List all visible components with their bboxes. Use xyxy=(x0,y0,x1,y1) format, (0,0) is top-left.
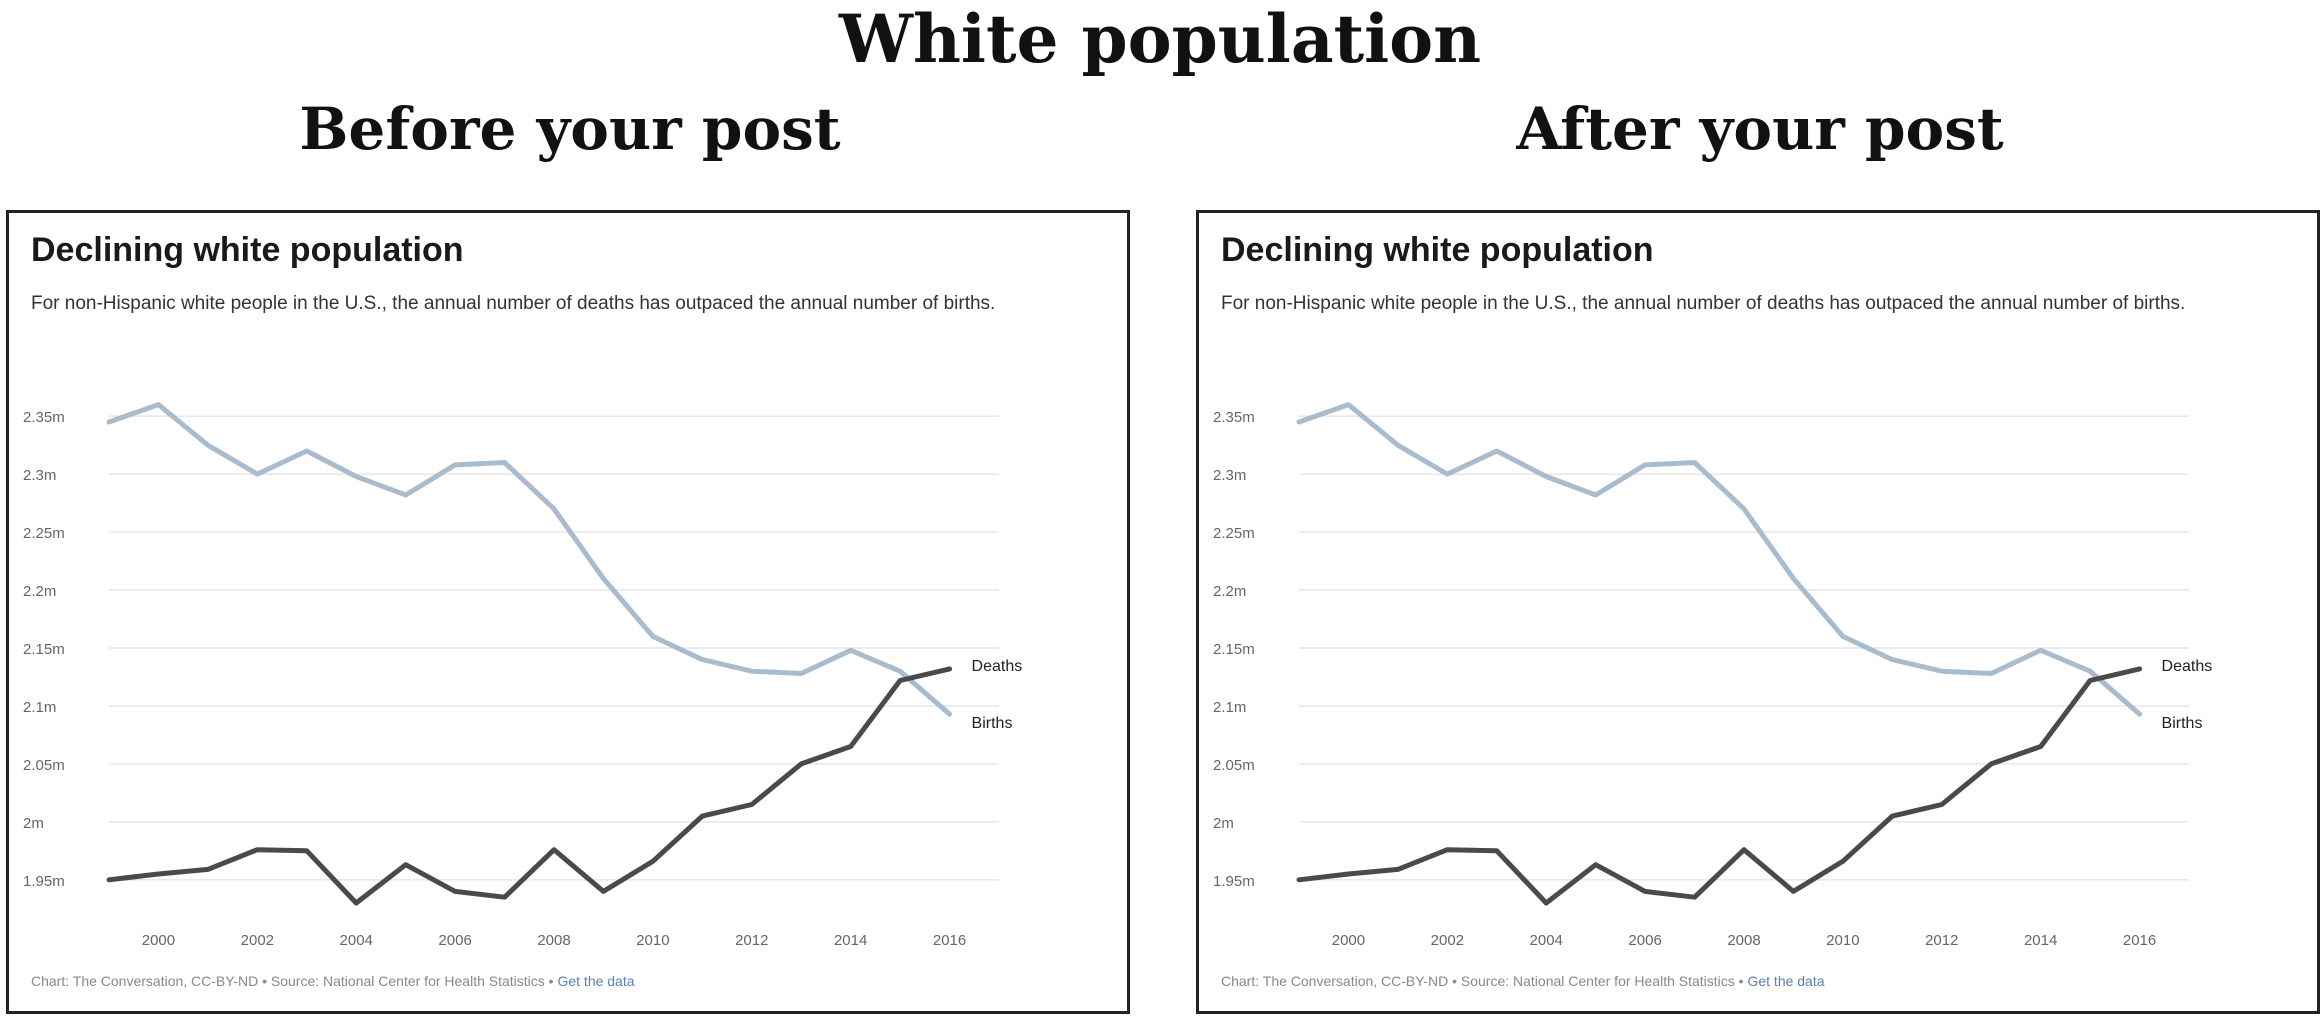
y-tick-label: 2.05m xyxy=(23,757,65,774)
x-tick-label: 2000 xyxy=(1332,932,1365,949)
x-tick-label: 2002 xyxy=(1431,932,1464,949)
y-tick-label: 2.25m xyxy=(1213,525,1255,542)
series-label-deaths: Deaths xyxy=(972,658,1023,675)
y-tick-label: 2.05m xyxy=(1213,757,1255,774)
chart-title: Declining white population xyxy=(1221,231,1654,269)
x-tick-label: 2014 xyxy=(834,932,867,949)
x-tick-label: 2010 xyxy=(1826,932,1859,949)
chart-source-text: Chart: The Conversation, CC-BY-ND • Sour… xyxy=(1221,973,1744,989)
x-tick-label: 2000 xyxy=(142,932,175,949)
x-tick-label: 2006 xyxy=(438,932,471,949)
x-tick-label: 2006 xyxy=(1628,932,1661,949)
x-tick-label: 2004 xyxy=(340,932,373,949)
y-tick-label: 2.3m xyxy=(1213,467,1246,484)
series-line-births xyxy=(106,402,953,717)
y-tick-label: 2.2m xyxy=(1213,583,1246,600)
y-tick-label: 1.95m xyxy=(23,873,65,890)
x-tick-label: 2012 xyxy=(1925,932,1958,949)
line-chart: 1.95m 2m 2.05m 2.1m 2.15m 2.2m 2.25m 2.3m 2.35m 2… xyxy=(23,402,1023,949)
chart-title: Declining white population xyxy=(31,231,464,269)
x-tick-label: 2008 xyxy=(537,932,570,949)
y-tick-label: 2.1m xyxy=(23,699,56,716)
chart-subtitle: For non-Hispanic white people in the U.S… xyxy=(1221,293,2186,314)
y-tick-label: 2.25m xyxy=(23,525,65,542)
series-label-births: Births xyxy=(972,715,1013,732)
y-tick-label: 2.3m xyxy=(23,467,56,484)
x-tick-label: 2016 xyxy=(933,932,966,949)
x-tick-label: 2002 xyxy=(241,932,274,949)
series-line-deaths xyxy=(106,666,953,906)
x-tick-label: 2008 xyxy=(1727,932,1760,949)
x-tick-label: 2012 xyxy=(735,932,768,949)
x-tick-label: 2004 xyxy=(1530,932,1563,949)
series-line-deaths xyxy=(1296,666,2143,906)
y-tick-label: 2m xyxy=(23,815,44,832)
x-tick-label: 2014 xyxy=(2024,932,2057,949)
series-line-births xyxy=(1296,402,2143,717)
y-tick-label: 2.15m xyxy=(23,641,65,658)
y-tick-label: 2.1m xyxy=(1213,699,1246,716)
chart-subtitle: For non-Hispanic white people in the U.S… xyxy=(31,293,996,314)
y-tick-label: 2.35m xyxy=(23,409,65,426)
x-tick-label: 2016 xyxy=(2123,932,2156,949)
meme-title: White population xyxy=(838,0,1482,78)
get-the-data-link[interactable]: Get the data xyxy=(1747,973,1825,989)
y-tick-label: 2m xyxy=(1213,815,1234,832)
y-tick-label: 2.15m xyxy=(1213,641,1255,658)
right-panel-caption: After your post xyxy=(1516,95,2004,163)
get-the-data-link[interactable]: Get the data xyxy=(557,973,635,989)
x-tick-label: 2010 xyxy=(636,932,669,949)
chart-footer: Chart: The Conversation, CC-BY-ND • Sour… xyxy=(1221,973,1825,989)
y-tick-label: 1.95m xyxy=(1213,873,1255,890)
y-tick-label: 2.2m xyxy=(23,583,56,600)
chart-panel-before: 1.95m 2m 2.05m 2.1m 2.15m 2.2m 2.25m 2.3m 2.35m 2… xyxy=(6,210,1130,1014)
line-chart: 1.95m 2m 2.05m 2.1m 2.15m 2.2m 2.25m 2.3m 2.35m 2… xyxy=(1213,402,2213,949)
left-panel-caption: Before your post xyxy=(299,95,841,163)
chart-footer: Chart: The Conversation, CC-BY-ND • Sour… xyxy=(31,973,635,989)
series-label-deaths: Deaths xyxy=(2162,658,2213,675)
chart-panel-after: 1.95m 2m 2.05m 2.1m 2.15m 2.2m 2.25m 2.3m 2.35m 2… xyxy=(1196,210,2320,1014)
y-tick-label: 2.35m xyxy=(1213,409,1255,426)
series-label-births: Births xyxy=(2162,715,2203,732)
chart-source-text: Chart: The Conversation, CC-BY-ND • Sour… xyxy=(31,973,554,989)
